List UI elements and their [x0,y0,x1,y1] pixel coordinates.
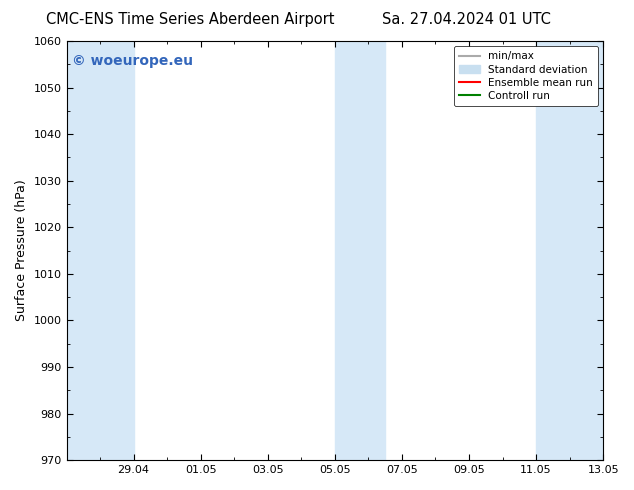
Text: Sa. 27.04.2024 01 UTC: Sa. 27.04.2024 01 UTC [382,12,550,27]
Bar [67,41,134,460]
Text: © woeurope.eu: © woeurope.eu [72,53,193,68]
Bar [335,41,385,460]
Bar [536,41,603,460]
Y-axis label: Surface Pressure (hPa): Surface Pressure (hPa) [15,180,28,321]
Legend: min/max, Standard deviation, Ensemble mean run, Controll run: min/max, Standard deviation, Ensemble me… [454,46,598,106]
Text: CMC-ENS Time Series Aberdeen Airport: CMC-ENS Time Series Aberdeen Airport [46,12,335,27]
